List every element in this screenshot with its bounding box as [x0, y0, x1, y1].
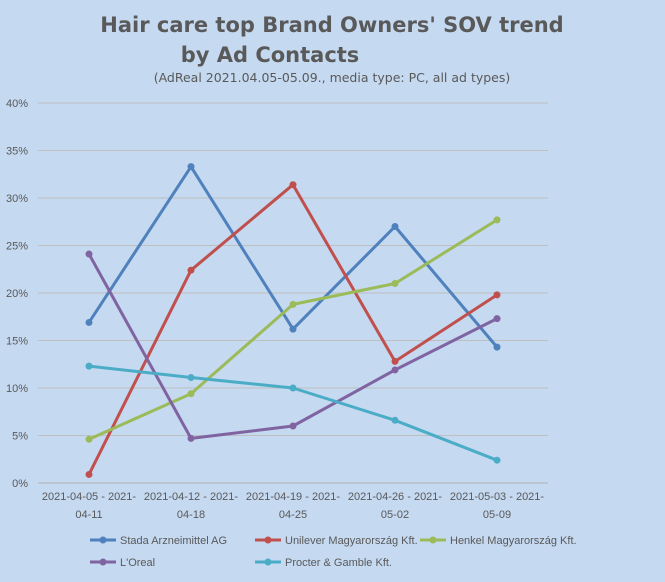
data-point	[391, 357, 399, 365]
data-point	[493, 343, 501, 351]
chart-title-line2: by Ad Contacts	[181, 43, 360, 67]
y-tick-label: 10%	[6, 383, 28, 395]
y-tick-label: 35%	[6, 146, 28, 158]
x-tick-label: 04-25	[279, 509, 307, 521]
data-point	[85, 250, 93, 258]
y-tick-label: 40%	[6, 98, 28, 110]
y-tick-label: 0%	[12, 478, 28, 490]
y-tick-label: 5%	[12, 431, 28, 443]
data-point	[391, 366, 399, 374]
legend: Stada Arzneimittel AG Unilever Magyarorsz…	[90, 535, 577, 569]
x-tick-label: 04-11	[75, 509, 102, 521]
data-point	[187, 374, 195, 382]
data-point	[85, 318, 93, 326]
data-point	[391, 416, 399, 424]
chart-title-line1: Hair care top Brand Owners' SOV trend	[100, 13, 563, 37]
data-point	[289, 384, 297, 392]
data-point	[289, 325, 297, 333]
legend-item: Stada Arzneimittel AG	[90, 535, 227, 547]
legend-label: L'Oreal	[120, 557, 155, 569]
data-point	[187, 434, 195, 442]
data-point	[493, 456, 501, 464]
legend-marker	[429, 536, 437, 544]
data-point	[187, 266, 195, 274]
data-point	[187, 163, 195, 171]
data-point	[85, 362, 93, 370]
data-point	[493, 315, 501, 323]
x-tick-label: 2021-04-19 - 2021-	[246, 491, 341, 503]
chart-subtitle: (AdReal 2021.04.05-05.09., media type: P…	[154, 70, 511, 85]
y-axis-ticks: 0% 5% 10% 15% 20% 25% 30% 35% 40%	[6, 98, 28, 490]
legend-marker	[264, 558, 272, 566]
series-procter-gamble-kft	[85, 362, 501, 464]
x-tick-label: 2021-04-26 - 2021-	[348, 491, 443, 503]
x-tick-label: 05-09	[483, 509, 511, 521]
y-tick-label: 30%	[6, 193, 28, 205]
legend-label: Stada Arzneimittel AG	[120, 535, 227, 547]
legend-item: Unilever Magyarország Kft.	[255, 535, 418, 547]
data-point	[493, 216, 501, 224]
data-point	[289, 181, 297, 189]
data-point	[391, 280, 399, 287]
x-tick-label: 2021-04-05 - 2021-	[42, 491, 137, 503]
x-tick-label: 2021-05-03 - 2021-	[450, 491, 545, 503]
y-tick-label: 15%	[6, 336, 28, 348]
series-lines	[85, 163, 501, 478]
data-point	[289, 422, 297, 430]
data-point	[85, 435, 93, 443]
legend-label: Unilever Magyarország Kft.	[285, 535, 418, 547]
series-stada-arzneimittel-ag	[85, 163, 501, 351]
y-tick-label: 20%	[6, 288, 28, 300]
series-henkel-magyarorsz-g-kft	[85, 216, 501, 443]
data-point	[85, 470, 93, 478]
legend-item: Henkel Magyarország Kft.	[420, 535, 577, 547]
x-tick-label: 05-02	[381, 509, 409, 521]
legend-label: Procter & Gamble Kft.	[285, 557, 392, 569]
series-l-oreal	[85, 250, 501, 442]
data-point	[289, 300, 297, 308]
x-tick-label: 2021-04-12 - 2021-	[144, 491, 239, 503]
legend-label: Henkel Magyarország Kft.	[450, 535, 577, 547]
legend-item: L'Oreal	[90, 557, 155, 569]
y-tick-label: 25%	[6, 241, 28, 253]
x-axis-ticks: 2021-04-05 - 2021- 04-11 2021-04-12 - 2021…	[42, 491, 545, 521]
data-point	[493, 291, 501, 299]
data-point	[187, 390, 195, 398]
gridlines	[38, 102, 548, 484]
data-point	[391, 223, 399, 230]
series-unilever-magyarorsz-g-kft	[85, 181, 501, 478]
legend-item: Procter & Gamble Kft.	[255, 557, 392, 569]
legend-marker	[99, 536, 107, 544]
legend-marker	[99, 558, 107, 566]
legend-marker	[264, 536, 272, 544]
x-tick-label: 04-18	[177, 509, 205, 521]
